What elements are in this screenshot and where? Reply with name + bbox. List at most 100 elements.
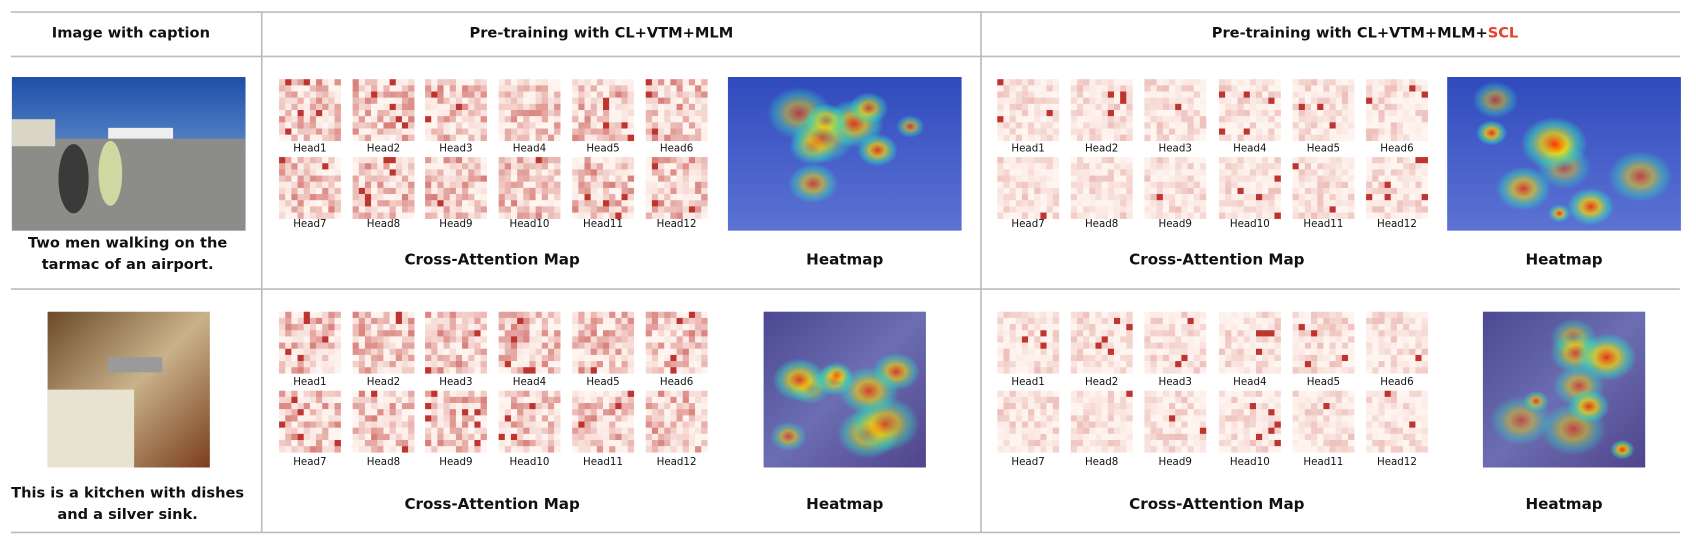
attention-cell [1181, 103, 1188, 111]
attention-cell [1150, 421, 1157, 428]
attention-cell [1298, 187, 1306, 195]
attention-cell [1329, 415, 1336, 422]
attention-cell [358, 396, 366, 404]
attention-cell [322, 187, 329, 195]
attention-cell [1193, 354, 1201, 362]
attention-cell [498, 157, 506, 164]
attention-cell [1304, 128, 1312, 135]
attention-cell [1243, 317, 1251, 325]
attention-cell [554, 317, 561, 325]
attention-cell [1107, 415, 1115, 422]
attention-cell [1396, 128, 1404, 135]
attention-cell [535, 103, 543, 111]
attention-cell [285, 440, 292, 447]
attention-cell [1341, 421, 1349, 428]
attention-cell [1162, 116, 1170, 123]
attention-cell [688, 200, 696, 207]
attention-cell [1323, 311, 1330, 319]
attention-cell [1169, 348, 1176, 356]
attention-cell [1396, 200, 1404, 207]
attention-cell [1052, 79, 1060, 86]
attention-cell [603, 324, 610, 331]
attention-cell [621, 415, 628, 422]
attention-cell [584, 91, 591, 98]
attention-cell [322, 330, 329, 337]
attention-cell [1175, 181, 1182, 189]
attention-cell [1156, 163, 1164, 170]
attention-cell [1003, 311, 1010, 319]
attention-cell [578, 446, 585, 453]
attention-cell [437, 85, 444, 92]
attention-cell [596, 134, 604, 142]
attention-cell [1292, 110, 1299, 117]
attention-cell [1304, 433, 1312, 441]
attention-cell [1187, 169, 1194, 176]
attention-cell [676, 317, 683, 325]
attention-cell [389, 97, 396, 105]
attention-cell [590, 367, 598, 374]
attention-cell [997, 311, 1004, 319]
attention-cell [695, 403, 702, 410]
attention-cell [316, 206, 323, 213]
attention-cell [297, 403, 304, 410]
attention-cell [1187, 157, 1194, 164]
attention-cell [701, 433, 708, 441]
attention-cell [443, 336, 450, 343]
attention-cell [1249, 200, 1257, 207]
attention-cell [408, 427, 415, 435]
attention-cell [1348, 421, 1355, 428]
attention-cell [1015, 336, 1023, 343]
attention-cell [529, 85, 536, 92]
attention-cell [437, 433, 444, 441]
attention-cell [603, 317, 610, 325]
attention-cell [1415, 91, 1422, 98]
attention-cell [408, 348, 415, 356]
attention-cell [285, 206, 292, 213]
attention-cell [1107, 97, 1115, 105]
attention-cell [547, 342, 555, 349]
attention-cell [1304, 103, 1312, 111]
attention-cell [1199, 396, 1207, 404]
attention-cell [1175, 91, 1182, 98]
attention-cell [1274, 433, 1281, 441]
attention-cell [1113, 163, 1121, 170]
attention-cell [1274, 361, 1281, 368]
attention-cell [468, 103, 475, 111]
attention-cell [371, 324, 378, 331]
attention-cell [1396, 317, 1404, 325]
attention-cell [1144, 440, 1151, 447]
attention-cell [695, 330, 702, 337]
attention-cell [364, 440, 372, 447]
attention-cell [328, 212, 335, 219]
attention-cell [1150, 324, 1157, 331]
attention-cell [498, 421, 506, 428]
attention-cell [383, 116, 390, 123]
attention-cell [1225, 163, 1232, 170]
attention-cell [1329, 187, 1336, 195]
attention-cell [510, 163, 518, 170]
attention-cell [395, 103, 403, 111]
attention-cell [1384, 390, 1391, 398]
attention-cell [572, 103, 579, 111]
attention-cell [1372, 361, 1379, 368]
attention-cell [1028, 342, 1035, 349]
attention-cell [695, 79, 702, 86]
attention-cell [651, 79, 659, 86]
attention-cell [334, 342, 341, 349]
attention-cell [535, 409, 543, 416]
attention-cell [303, 390, 311, 398]
attention-cell [1231, 97, 1238, 105]
attention-cell [701, 342, 708, 349]
attention-cell [1292, 421, 1299, 428]
attention-cell [328, 409, 335, 416]
attention-cell [695, 187, 702, 195]
attention-cell [997, 390, 1004, 398]
attention-cell [408, 85, 415, 92]
attention-cell [554, 440, 561, 447]
attention-cell [1101, 212, 1109, 219]
attention-cell [572, 122, 579, 129]
attention-cell [437, 163, 444, 170]
attention-cell [443, 317, 450, 325]
attention-cell [480, 187, 487, 195]
attention-cell [364, 212, 372, 219]
